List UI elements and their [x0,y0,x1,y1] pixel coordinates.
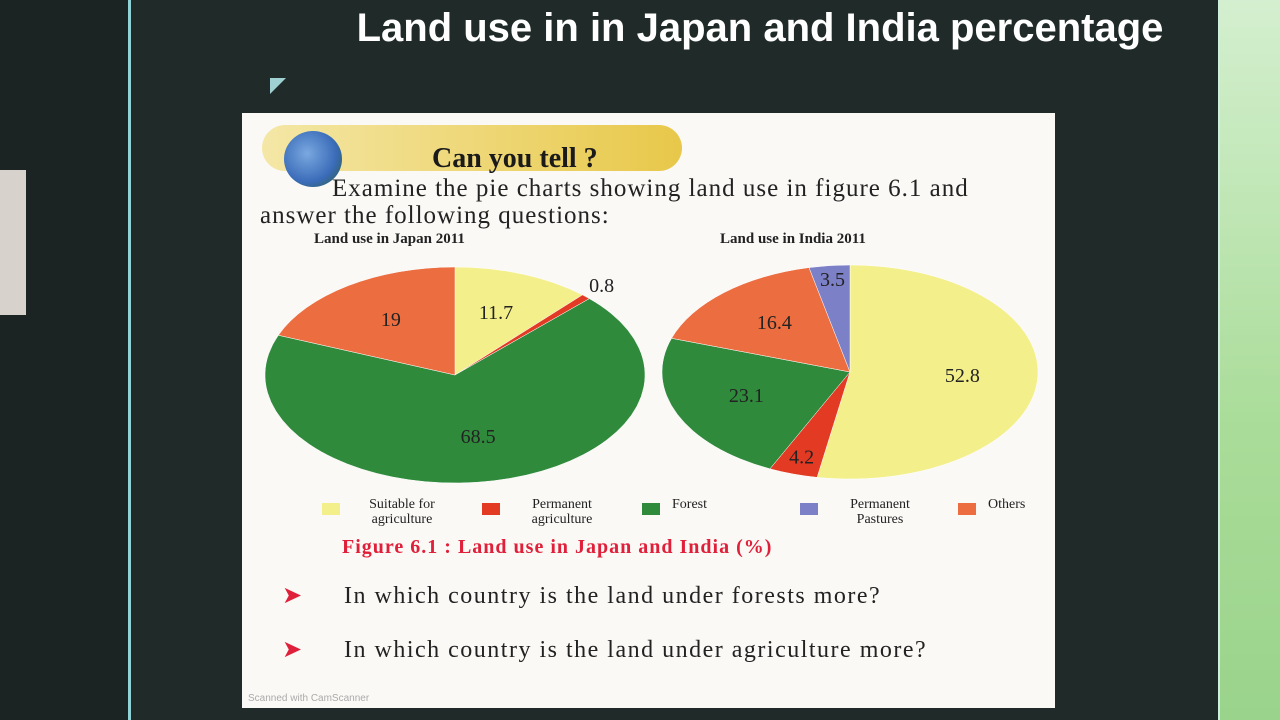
legend-item: Suitable for agriculture [322,497,452,527]
legend-label: Suitable for agriculture [369,497,435,527]
pie-slice [808,264,851,373]
data-label: 52.8 [945,365,980,387]
legend: Suitable for agriculture Permanent agricu… [322,497,1052,541]
banner-text: Can you tell ? [432,143,598,174]
pie-slice [454,266,583,376]
legend-item: Others [958,497,1025,515]
legend-label: Others [988,497,1026,512]
legend-swatch [642,503,660,515]
chart-title: Land use in India 2011 [720,231,866,247]
question: ➤ In which country is the land under agri… [282,637,1042,663]
legend-item: Permanent Pastures [800,497,930,527]
pie-slice [671,267,851,373]
legend-swatch [322,503,340,515]
legend-label: Permanent Pastures [850,497,910,527]
pie-slice [661,338,851,470]
legend-label: Permanent agriculture [531,497,593,527]
pie-slice [816,264,1039,480]
pie-slice [277,266,456,376]
caption: Figure 6.1 : Land use in Japan and India… [342,536,773,558]
instruction: Examine the pie charts showing land use … [260,175,969,229]
divider [128,0,131,720]
charts: 11.7 0.8 68.5 19 52.8 4.2 23.1 16.4 3.5 [264,264,1039,484]
data-label: 16.4 [757,312,792,334]
slide-title: Land use in in Japan and India percentag… [356,6,1164,50]
legend-swatch [800,503,818,515]
bullet: ➤ [282,583,304,609]
banner: Can you tell ? [262,125,682,187]
chart-title: Land use in Japan 2011 [314,231,465,247]
sidebar [0,0,128,720]
scanned-page: Can you tell ? Examine the pie charts sh… [242,113,1055,708]
decoration [270,78,286,94]
question-text: In which country is the land under fores… [344,583,882,609]
data-label: 0.8 [589,275,614,297]
data-label: 11.7 [479,302,513,324]
pie-slice [264,298,646,484]
bullet: ➤ [282,637,304,663]
data-label: 3.5 [820,269,845,291]
video-thumbnail [0,170,26,315]
legend-item: Forest [642,497,707,515]
legend-swatch [482,503,500,515]
legend-swatch [958,503,976,515]
data-label: 4.2 [789,446,814,468]
data-label: 68.5 [461,426,496,448]
data-label: 23.1 [729,385,764,407]
question-text: In which country is the land under agric… [344,637,928,663]
data-label: 19 [381,309,401,331]
decoration [1220,0,1280,720]
divider [1218,0,1220,720]
icon [284,131,342,187]
watermark: Scanned with CamScanner [248,693,370,704]
question: ➤ In which country is the land under fore… [282,583,1042,609]
legend-label: Forest [672,497,707,512]
legend-item: Permanent agriculture [482,497,612,527]
